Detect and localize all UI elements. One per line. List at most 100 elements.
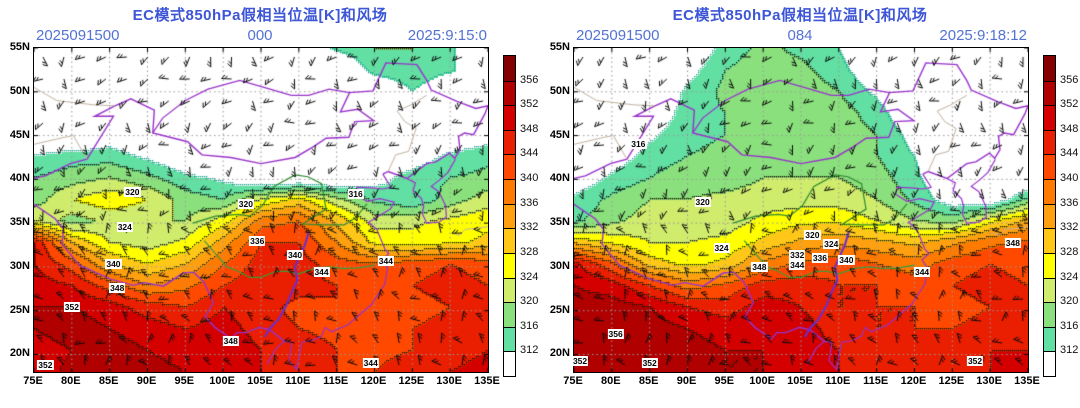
contour-label: 344 xyxy=(377,255,394,266)
legend-segment xyxy=(504,302,515,327)
legend-segment xyxy=(504,129,515,155)
contour-label: 316 xyxy=(630,139,647,150)
contour-label: 340 xyxy=(105,259,122,270)
contour-label: 320 xyxy=(694,197,711,208)
x-tick-label: 100E xyxy=(749,375,776,387)
legend-label: 324 xyxy=(520,270,539,283)
y-tick-label: 55N xyxy=(549,41,570,53)
panel-title: EC模式850hPa假相当位温[K]和风场 xyxy=(672,7,928,24)
contour-label: 344 xyxy=(913,267,931,278)
legend-segment xyxy=(504,80,515,106)
x-tick-label: 95E xyxy=(714,375,735,387)
contour-label: 316 xyxy=(347,189,364,200)
x-tick-label: 120E xyxy=(360,375,387,387)
legend-label: 348 xyxy=(520,122,539,135)
y-tick-label: 40N xyxy=(9,172,30,185)
legend-label: 352 xyxy=(1060,98,1079,111)
legend-segment xyxy=(504,351,515,376)
legend-segment xyxy=(504,179,515,204)
x-tick-label: 110E xyxy=(285,375,311,387)
contour-label: 352 xyxy=(966,356,984,367)
y-tick-label: 35N xyxy=(9,216,30,229)
forecast-panel-84h: EC模式850hPa假相当位温[K]和风场 2025091500 084 202… xyxy=(540,0,1080,408)
x-tick-label: 135E xyxy=(474,375,500,387)
x-tick-label: 135E xyxy=(1014,375,1040,387)
legend-label: 316 xyxy=(1060,319,1079,332)
legend-label: 344 xyxy=(520,147,539,160)
x-tick-label: 75E xyxy=(23,375,43,387)
x-tick-label: 95E xyxy=(174,375,195,387)
contour-label: 348 xyxy=(751,261,768,272)
valid-time: 2025:9:15:0 xyxy=(407,27,487,44)
x-tick-label: 100E xyxy=(209,375,236,387)
legend-segment xyxy=(1044,326,1055,352)
x-tick-label: 90E xyxy=(136,375,157,387)
legend-segment xyxy=(1044,80,1055,106)
legend-segment xyxy=(1044,351,1055,376)
contour-label: 336 xyxy=(249,235,266,246)
contour-label: 324 xyxy=(713,242,730,253)
legend-segment xyxy=(1044,56,1055,81)
map-canvas xyxy=(574,48,1028,372)
x-tick-label: 80E xyxy=(61,375,81,387)
contour-label: 352 xyxy=(63,302,80,313)
legend-segment xyxy=(504,277,515,303)
legend-segment xyxy=(1044,302,1055,327)
legend-label: 344 xyxy=(1060,147,1079,160)
legend-label: 332 xyxy=(1060,221,1079,234)
legend-segment xyxy=(504,105,515,130)
contour-label: 348 xyxy=(222,336,239,347)
legend-segment xyxy=(504,56,515,81)
legend-label: 336 xyxy=(1060,196,1079,209)
legend-label: 328 xyxy=(520,245,539,258)
y-tick-label: 30N xyxy=(9,259,30,272)
color-legend xyxy=(1043,55,1056,377)
y-tick-label: 35N xyxy=(549,216,570,229)
legend-label: 348 xyxy=(1060,122,1079,135)
x-tick-label: 85E xyxy=(638,375,659,387)
x-tick-label: 125E xyxy=(398,375,425,387)
legend-segment xyxy=(1044,105,1055,130)
contour-label: 356 xyxy=(607,329,624,340)
x-tick-label: 80E xyxy=(601,375,621,387)
contour-label: 324 xyxy=(823,239,840,250)
lead-hour: 084 xyxy=(787,27,813,44)
x-tick-label: 115E xyxy=(323,375,349,387)
y-tick-label: 50N xyxy=(9,84,30,97)
legend-segment xyxy=(504,252,515,278)
x-tick-label: 85E xyxy=(98,375,119,387)
x-tick-label: 130E xyxy=(436,375,463,387)
y-tick-label: 55N xyxy=(9,41,30,53)
y-tick-label: 20N xyxy=(9,347,30,360)
legend-segment xyxy=(1044,228,1055,253)
contour-label: 340 xyxy=(838,254,855,265)
legend-label: 332 xyxy=(520,221,539,234)
legend-segment xyxy=(504,326,515,352)
x-tick-label: 125E xyxy=(938,375,965,387)
legend-label: 320 xyxy=(520,295,539,308)
map-plot: 316 320 320 324 324 332 336 340 344 344 348 356 352 3… xyxy=(571,47,1029,373)
valid-time: 2025:9:18:12 xyxy=(939,27,1027,44)
legend-segment xyxy=(504,228,515,253)
legend-label: 328 xyxy=(1060,245,1079,258)
x-tick-label: 120E xyxy=(900,375,927,387)
contour-label: 320 xyxy=(804,230,821,241)
x-tick-label: 105E xyxy=(787,375,813,387)
legend-segment xyxy=(1044,252,1055,278)
legend-label: 312 xyxy=(520,344,539,357)
forecast-panel-analysis: EC模式850hPa假相当位温[K]和风场 2025091500 000 202… xyxy=(9,7,539,387)
contour-label: 320 xyxy=(237,198,254,209)
map-canvas xyxy=(34,48,488,372)
x-tick-label: 130E xyxy=(976,375,1003,387)
contour-label: 320 xyxy=(124,187,141,198)
legend-segment xyxy=(504,154,515,180)
contour-label: 344 xyxy=(313,267,330,278)
lead-hour: 000 xyxy=(247,27,273,44)
y-tick-label: 20N xyxy=(549,347,570,360)
contour-label: 348 xyxy=(1004,238,1021,249)
map-plot: 316 320 320 324 336 340 344 344 348 352 340 352 344 3… xyxy=(33,47,489,373)
x-tick-label: 90E xyxy=(676,375,697,387)
legend-segment xyxy=(1044,203,1055,229)
contour-label: 332 xyxy=(789,249,806,260)
